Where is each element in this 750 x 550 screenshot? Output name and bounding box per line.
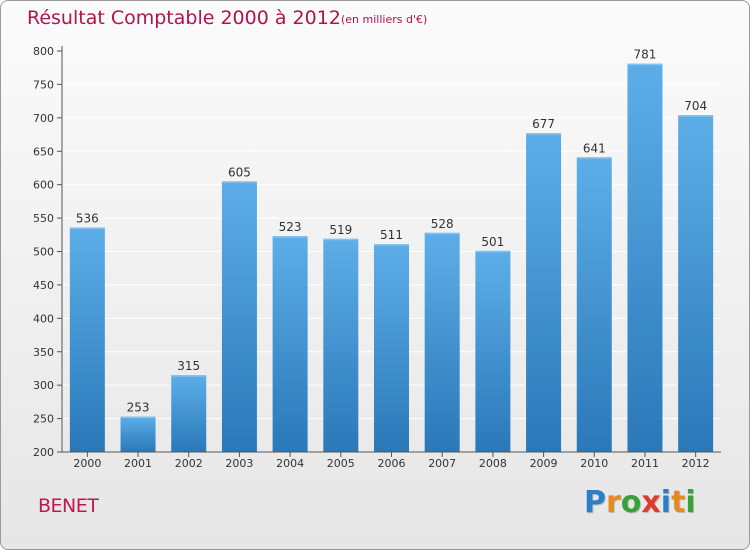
data-label-2006: 511 xyxy=(380,228,403,242)
data-label-2004: 523 xyxy=(279,220,302,234)
data-label-2010: 641 xyxy=(583,141,606,155)
bar-2001[interactable] xyxy=(120,416,156,452)
bar-2012[interactable] xyxy=(678,115,714,452)
bar-2006[interactable] xyxy=(374,244,409,452)
bar-2009[interactable] xyxy=(526,133,562,452)
logo-letter: P xyxy=(584,485,606,520)
bar-top-highlight xyxy=(120,416,156,419)
logo-letter: x xyxy=(641,485,661,520)
proxiti-logo[interactable]: Proxiti xyxy=(584,485,696,520)
bar-top-highlight xyxy=(678,115,714,117)
data-label-2000: 536 xyxy=(76,211,99,225)
bar-top-highlight xyxy=(272,236,308,238)
bar-2002[interactable] xyxy=(171,375,207,452)
bar-top-highlight xyxy=(627,63,663,66)
bar-2004[interactable] xyxy=(272,236,308,452)
data-label-2001: 253 xyxy=(127,401,150,415)
y-tick-label: 200 xyxy=(33,446,54,459)
bar-top-highlight xyxy=(221,181,257,183)
x-tick-label-2001: 2001 xyxy=(124,457,152,470)
data-label-2012: 704 xyxy=(684,99,707,113)
bar-2011[interactable] xyxy=(627,63,663,452)
bar-2008[interactable] xyxy=(475,250,511,452)
x-tick-label-2006: 2006 xyxy=(378,457,406,470)
y-tick-label: 700 xyxy=(33,112,54,125)
labels: 200 250 300 350 400 450 500 550 600 650 700 750 800 5… xyxy=(33,45,710,470)
x-tick-label-2010: 2010 xyxy=(580,457,608,470)
bar-top-highlight xyxy=(424,232,460,235)
y-tick-label: 350 xyxy=(33,346,54,359)
chart-title: Résultat Comptable 2000 à 2012 xyxy=(27,7,341,29)
bar-top-highlight xyxy=(69,227,105,229)
data-label-2007: 528 xyxy=(431,217,454,231)
logo-letter: i xyxy=(685,485,696,520)
y-tick-label: 800 xyxy=(33,45,54,58)
y-tick-label: 550 xyxy=(33,212,54,225)
x-tick-label-2003: 2003 xyxy=(225,457,253,470)
bar-top-highlight xyxy=(475,250,511,253)
data-label-2002: 315 xyxy=(177,359,200,373)
y-tick-label: 750 xyxy=(33,78,54,91)
x-tick-label-2009: 2009 xyxy=(530,457,558,470)
bar-2000[interactable] xyxy=(69,227,105,452)
data-label-2008: 501 xyxy=(481,235,504,249)
y-tick-label: 400 xyxy=(33,312,54,325)
data-label-2005: 519 xyxy=(329,223,352,237)
y-tick-label: 450 xyxy=(33,279,54,292)
bar-top-highlight xyxy=(526,133,562,135)
data-label-2011: 781 xyxy=(634,48,657,62)
x-tick-label-2012: 2012 xyxy=(682,457,710,470)
logo-letter: r xyxy=(606,485,621,520)
data-label-2003: 605 xyxy=(228,165,251,179)
y-tick-label: 250 xyxy=(33,413,54,426)
logo-letter: i xyxy=(660,485,672,520)
x-tick-label-2005: 2005 xyxy=(327,457,355,470)
bar-top-highlight xyxy=(576,157,612,159)
y-tick-label: 300 xyxy=(33,379,54,392)
commune-name: BENET xyxy=(38,495,99,517)
bars xyxy=(69,63,714,452)
logo-letter: o xyxy=(620,485,642,520)
y-tick-label: 650 xyxy=(33,145,54,158)
bar-top-highlight xyxy=(171,375,207,377)
bar-2010[interactable] xyxy=(576,157,612,452)
x-tick-label-2007: 2007 xyxy=(428,457,456,470)
bar-top-highlight xyxy=(374,244,409,246)
x-tick-label-2002: 2002 xyxy=(175,457,203,470)
logo-letter: t xyxy=(671,485,686,520)
bar-2003[interactable] xyxy=(221,181,257,452)
x-tick-label-2004: 2004 xyxy=(276,457,304,470)
bar-top-highlight xyxy=(323,238,359,241)
chart-subtitle: (en milliers d'€) xyxy=(341,13,428,26)
x-tick-label-2008: 2008 xyxy=(479,457,507,470)
y-tick-label: 600 xyxy=(33,179,54,192)
axes xyxy=(57,46,721,457)
bar-2005[interactable] xyxy=(323,238,359,452)
y-tick-label: 500 xyxy=(33,246,54,259)
x-tick-label-2000: 2000 xyxy=(73,457,101,470)
x-tick-label-2011: 2011 xyxy=(631,457,659,470)
data-label-2009: 677 xyxy=(532,117,555,131)
bar-2007[interactable] xyxy=(424,232,460,452)
